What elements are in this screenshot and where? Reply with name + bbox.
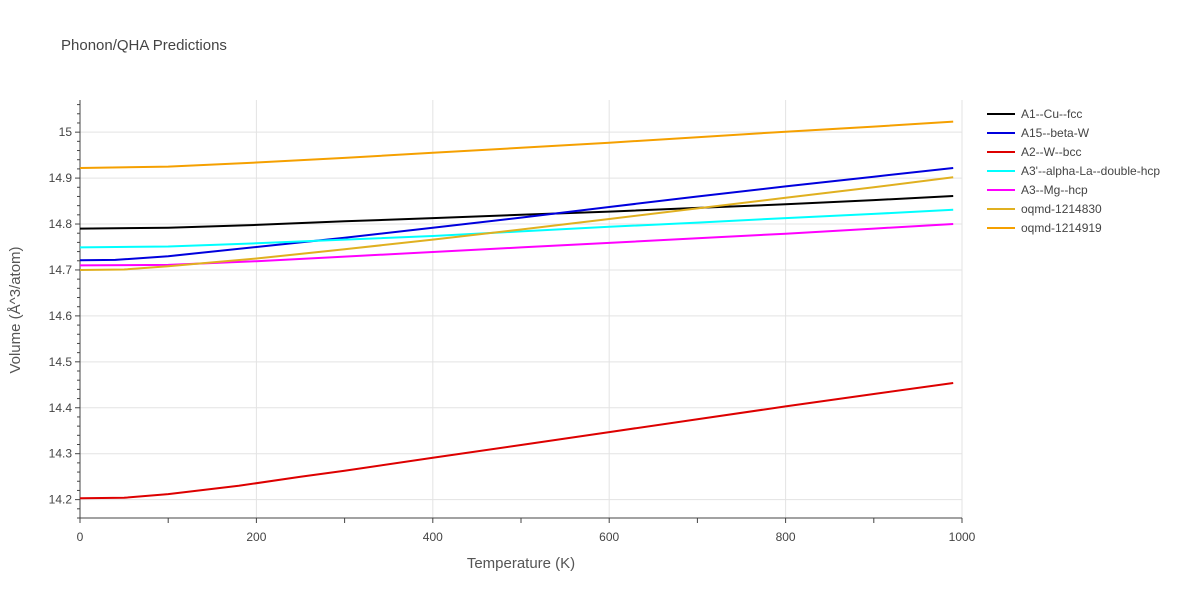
x-tick-label: 1000 [949,530,976,544]
legend-label-6: oqmd-1214919 [1021,221,1102,235]
x-tick-label: 0 [77,530,84,544]
legend-label-1: A15--beta-W [1021,126,1090,140]
series-line-4 [79,223,954,267]
legend-label-4: A3--Mg--hcp [1021,183,1088,197]
legend: A1--Cu--fcc A15--beta-W A2--W--bcc A3'--alp… [987,107,1160,235]
y-tick-label: 15 [59,125,73,139]
plot-area [79,120,954,500]
y-tick-label: 14.4 [49,401,73,415]
x-tick-label: 200 [246,530,266,544]
y-tick-label: 14.8 [49,217,73,231]
axes: 0 200 400 600 800 1000 14.2 14.3 14.4 14.5 14.6 14.… [49,100,976,544]
x-tick-label: 400 [423,530,443,544]
y-tick-label: 14.9 [49,171,73,185]
y-tick-label: 14.5 [49,355,73,369]
x-tick-label: 800 [776,530,796,544]
series-line-5 [79,176,954,271]
y-tick-label: 14.6 [49,309,73,323]
series-line-6 [79,120,954,169]
legend-label-3: A3'--alpha-La--double-hcp [1021,164,1160,178]
x-tick-label: 600 [599,530,619,544]
y-tick-label: 14.3 [49,447,73,461]
legend-label-0: A1--Cu--fcc [1021,107,1082,121]
chart-title: Phonon/QHA Predictions [61,37,227,54]
x-axis-label: Temperature (K) [467,555,575,572]
y-tick-label: 14.7 [49,263,73,277]
series-line-1 [79,167,954,262]
legend-label-5: oqmd-1214830 [1021,202,1102,216]
y-axis-label: Volume (Å^3/atom) [7,246,24,373]
legend-label-2: A2--W--bcc [1021,145,1081,159]
grid [80,100,963,518]
y-tick-label: 14.2 [49,493,73,507]
series-line-0 [79,195,954,230]
series-line-3 [79,208,954,249]
series-line-2 [79,382,954,500]
